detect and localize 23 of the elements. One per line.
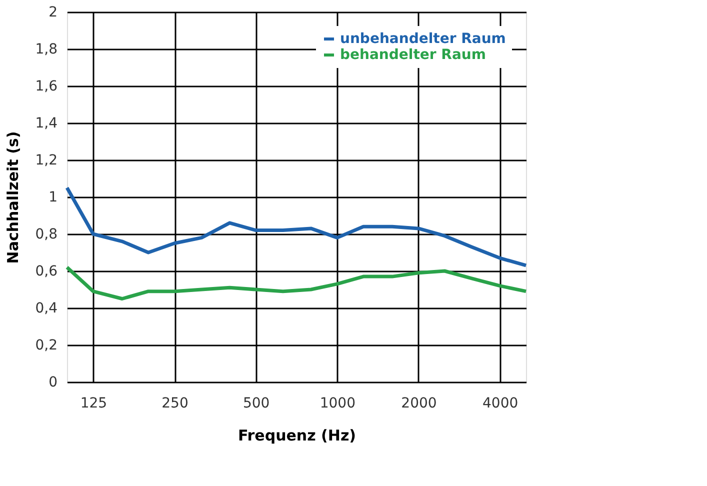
y-tick-label: 0 <box>48 374 58 390</box>
y-tick-label: 1,6 <box>35 78 58 94</box>
y-tick-label: 1,4 <box>35 116 58 132</box>
y-tick-label: 0,8 <box>35 226 58 242</box>
x-tick-label: 500 <box>242 396 270 412</box>
x-tick-label: 250 <box>162 396 188 412</box>
x-axis-title: Frequenz (Hz) <box>238 426 356 444</box>
x-tick-label: 4000 <box>482 396 518 412</box>
x-tick-label: 125 <box>80 396 108 412</box>
legend-label: behandelter Raum <box>340 47 486 63</box>
y-tick-label: 0,2 <box>35 338 58 354</box>
y-tick-label: 1,2 <box>35 152 58 168</box>
y-tick-label: 0,6 <box>35 264 58 280</box>
legend-label: unbehandelter Raum <box>340 31 506 47</box>
y-tick-label: 0,4 <box>35 300 58 316</box>
y-tick-label: 2 <box>48 4 58 20</box>
y-tick-label: 1,8 <box>35 42 58 58</box>
x-tick-label: 1000 <box>320 396 356 412</box>
y-tick-label: 1 <box>48 190 58 206</box>
y-axis-title: Nachhallzeit (s) <box>4 131 22 264</box>
x-tick-label: 2000 <box>401 396 437 412</box>
line-series <box>65 266 528 300</box>
line-series <box>65 186 528 268</box>
